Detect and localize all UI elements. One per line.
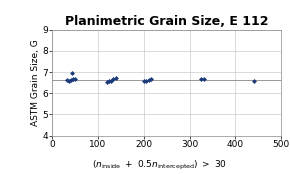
Point (251, 79, 256, 82)
Point (65, 78, 70, 81)
Point (147, 79, 152, 81)
Point (114, 77, 119, 79)
Point (202, 77, 207, 80)
Y-axis label: ASTM Grain Size, G: ASTM Grain Size, G (30, 39, 39, 126)
Point (111, 78, 115, 81)
Text: $(n_{\mathregular{inside}}\ +\ 0.5n_{\mathregular{intercepted}})\ >\ 30$: $(n_{\mathregular{inside}}\ +\ 0.5n_{\ma… (92, 159, 227, 172)
Point (66, 79, 71, 82)
Point (73, 78, 77, 81)
Point (71, 78, 76, 81)
Point (105, 80, 110, 83)
Point (142, 80, 146, 82)
Point (148, 78, 153, 81)
Point (199, 78, 204, 81)
Point (68, 79, 73, 81)
Point (144, 79, 148, 82)
Point (70, 72, 74, 74)
Point (108, 79, 113, 82)
Point (107, 80, 112, 82)
Title: Planimetric Grain Size, E 112: Planimetric Grain Size, E 112 (65, 15, 269, 28)
